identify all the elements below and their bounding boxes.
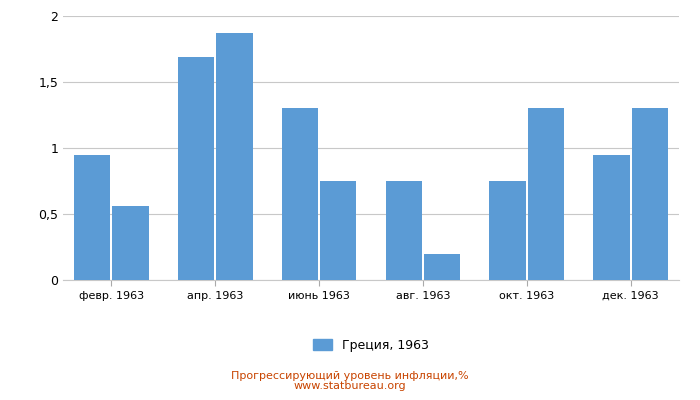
Bar <box>320 181 356 280</box>
Text: www.statbureau.org: www.statbureau.org <box>294 381 406 391</box>
Bar <box>74 154 111 280</box>
Bar <box>424 254 461 280</box>
Legend: Греция, 1963: Греция, 1963 <box>308 334 434 357</box>
Bar <box>178 57 214 280</box>
Bar <box>112 206 148 280</box>
Bar <box>489 181 526 280</box>
Bar <box>594 154 630 280</box>
Bar <box>216 33 253 280</box>
Bar <box>281 108 318 280</box>
Bar <box>631 108 668 280</box>
Bar <box>528 108 564 280</box>
Text: Прогрессирующий уровень инфляции,%: Прогрессирующий уровень инфляции,% <box>231 371 469 381</box>
Bar <box>386 181 422 280</box>
